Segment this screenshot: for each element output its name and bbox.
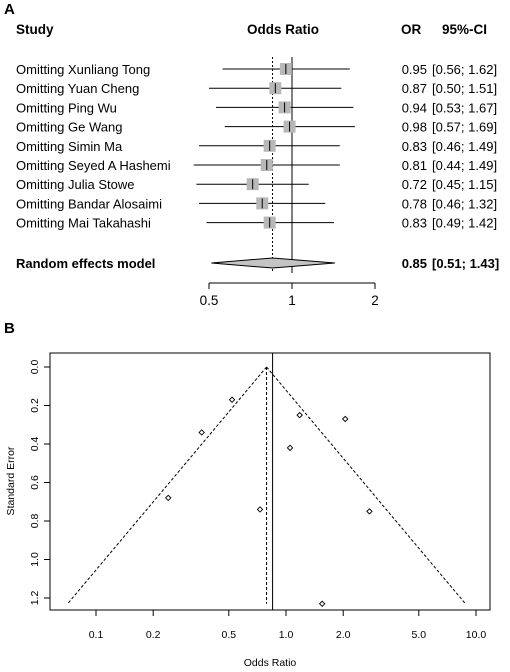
study-point [341,415,349,423]
y-tick-label: 0.2 [29,398,41,413]
study-point [366,508,373,515]
study-point [318,600,326,608]
study-point [165,494,172,502]
study-point [296,411,303,419]
odds-ratio-header: Odds Ratio [247,22,319,37]
study-label: Omitting Seyed A Hashemi [16,158,171,173]
study-header: Study [16,22,54,37]
ci-value: [0.56; 1.62] [432,62,497,77]
study-point [198,429,205,436]
funnel-x-axis: 0.1 0.2 0.5 1.0 2.0 5.0 10.0 [89,609,487,641]
x-tick-label: 0.2 [146,629,161,641]
ci-header: 95%-CI [442,22,487,37]
x-tick-label: 2 [371,293,379,308]
ci-value: [0.46; 1.49] [432,139,497,154]
or-value: 0.87 [402,81,427,96]
y-tick-label: 0.4 [29,437,41,452]
or-value: 0.72 [402,177,427,192]
x-tick-label: 5.0 [411,629,426,641]
panel-b-letter: B [4,320,15,337]
or-value: 0.78 [402,196,427,211]
summary-ci-value: [0.51; 1.43] [432,256,499,271]
study-label: Omitting Xunliang Tong [16,62,150,77]
ci-value: [0.44; 1.49] [432,158,497,173]
study-label: Omitting Ping Wu [16,100,117,115]
or-value: 0.83 [402,139,427,154]
x-axis-label: Odds Ratio [244,657,297,669]
study-label: Omitting Julia Stowe [16,177,135,192]
funnel-right-edge [266,366,466,605]
ci-value: [0.50; 1.51] [432,81,497,96]
panel-a-letter: A [4,1,15,18]
ci-value: [0.46; 1.32] [432,196,497,211]
funnel-content [67,353,466,610]
study-label: Omitting Simin Ma [16,139,123,154]
study-label: Omitting Bandar Alosaimi [16,196,162,211]
study-label: Omitting Ge Wang [16,120,122,135]
study-point [286,444,294,452]
forest-x-axis: 0.5 1 2 [200,282,379,308]
x-tick-label: 1.0 [279,629,294,641]
summary-or-value: 0.85 [402,256,427,271]
x-tick-label: 0.1 [89,629,104,641]
y-tick-label: 1.2 [29,591,41,606]
ci-value: [0.57; 1.69] [432,120,497,135]
y-axis-label: Standard Error [5,446,17,515]
funnel-plot: B 0.0 0.2 0.4 0.6 0.8 1.0 1.2 0.1 0.2 0.5 1.0 2.0 5… [4,320,491,669]
forest-plot: A Study Odds Ratio OR 95%-CI Omitting Xu… [4,1,499,308]
summary-diamond [211,257,335,269]
study-point [256,506,264,513]
x-tick-label: 2.0 [336,629,351,641]
y-tick-label: 0.8 [29,514,41,529]
x-tick-label: 10.0 [466,629,487,641]
y-tick-label: 0.0 [29,360,41,375]
ci-value: [0.45; 1.15] [432,177,497,192]
study-label: Omitting Yuan Cheng [16,81,139,96]
or-value: 0.81 [402,158,427,173]
x-tick-label: 0.5 [200,293,219,308]
or-value: 0.95 [402,62,427,77]
x-tick-label: 0.5 [221,629,236,641]
ci-value: [0.49; 1.42] [432,216,497,231]
y-tick-label: 0.6 [29,475,41,490]
or-value: 0.83 [402,216,427,231]
x-tick-label: 1 [288,293,296,308]
funnel-y-axis: 0.0 0.2 0.4 0.6 0.8 1.0 1.2 [29,360,51,606]
ci-value: [0.53; 1.67] [432,100,497,115]
plot-frame [49,352,491,611]
y-tick-label: 1.0 [29,552,41,567]
forest-rows: Omitting Xunliang Tong 0.95 [0.56; 1.62] Om… [16,57,499,273]
summary-label: Random effects model [16,256,155,271]
or-value: 0.94 [402,100,427,115]
study-point [228,396,236,403]
study-label: Omitting Mai Takahashi [16,216,151,231]
or-header: OR [401,22,422,37]
funnel-left-edge [67,366,267,605]
or-value: 0.98 [402,120,427,135]
